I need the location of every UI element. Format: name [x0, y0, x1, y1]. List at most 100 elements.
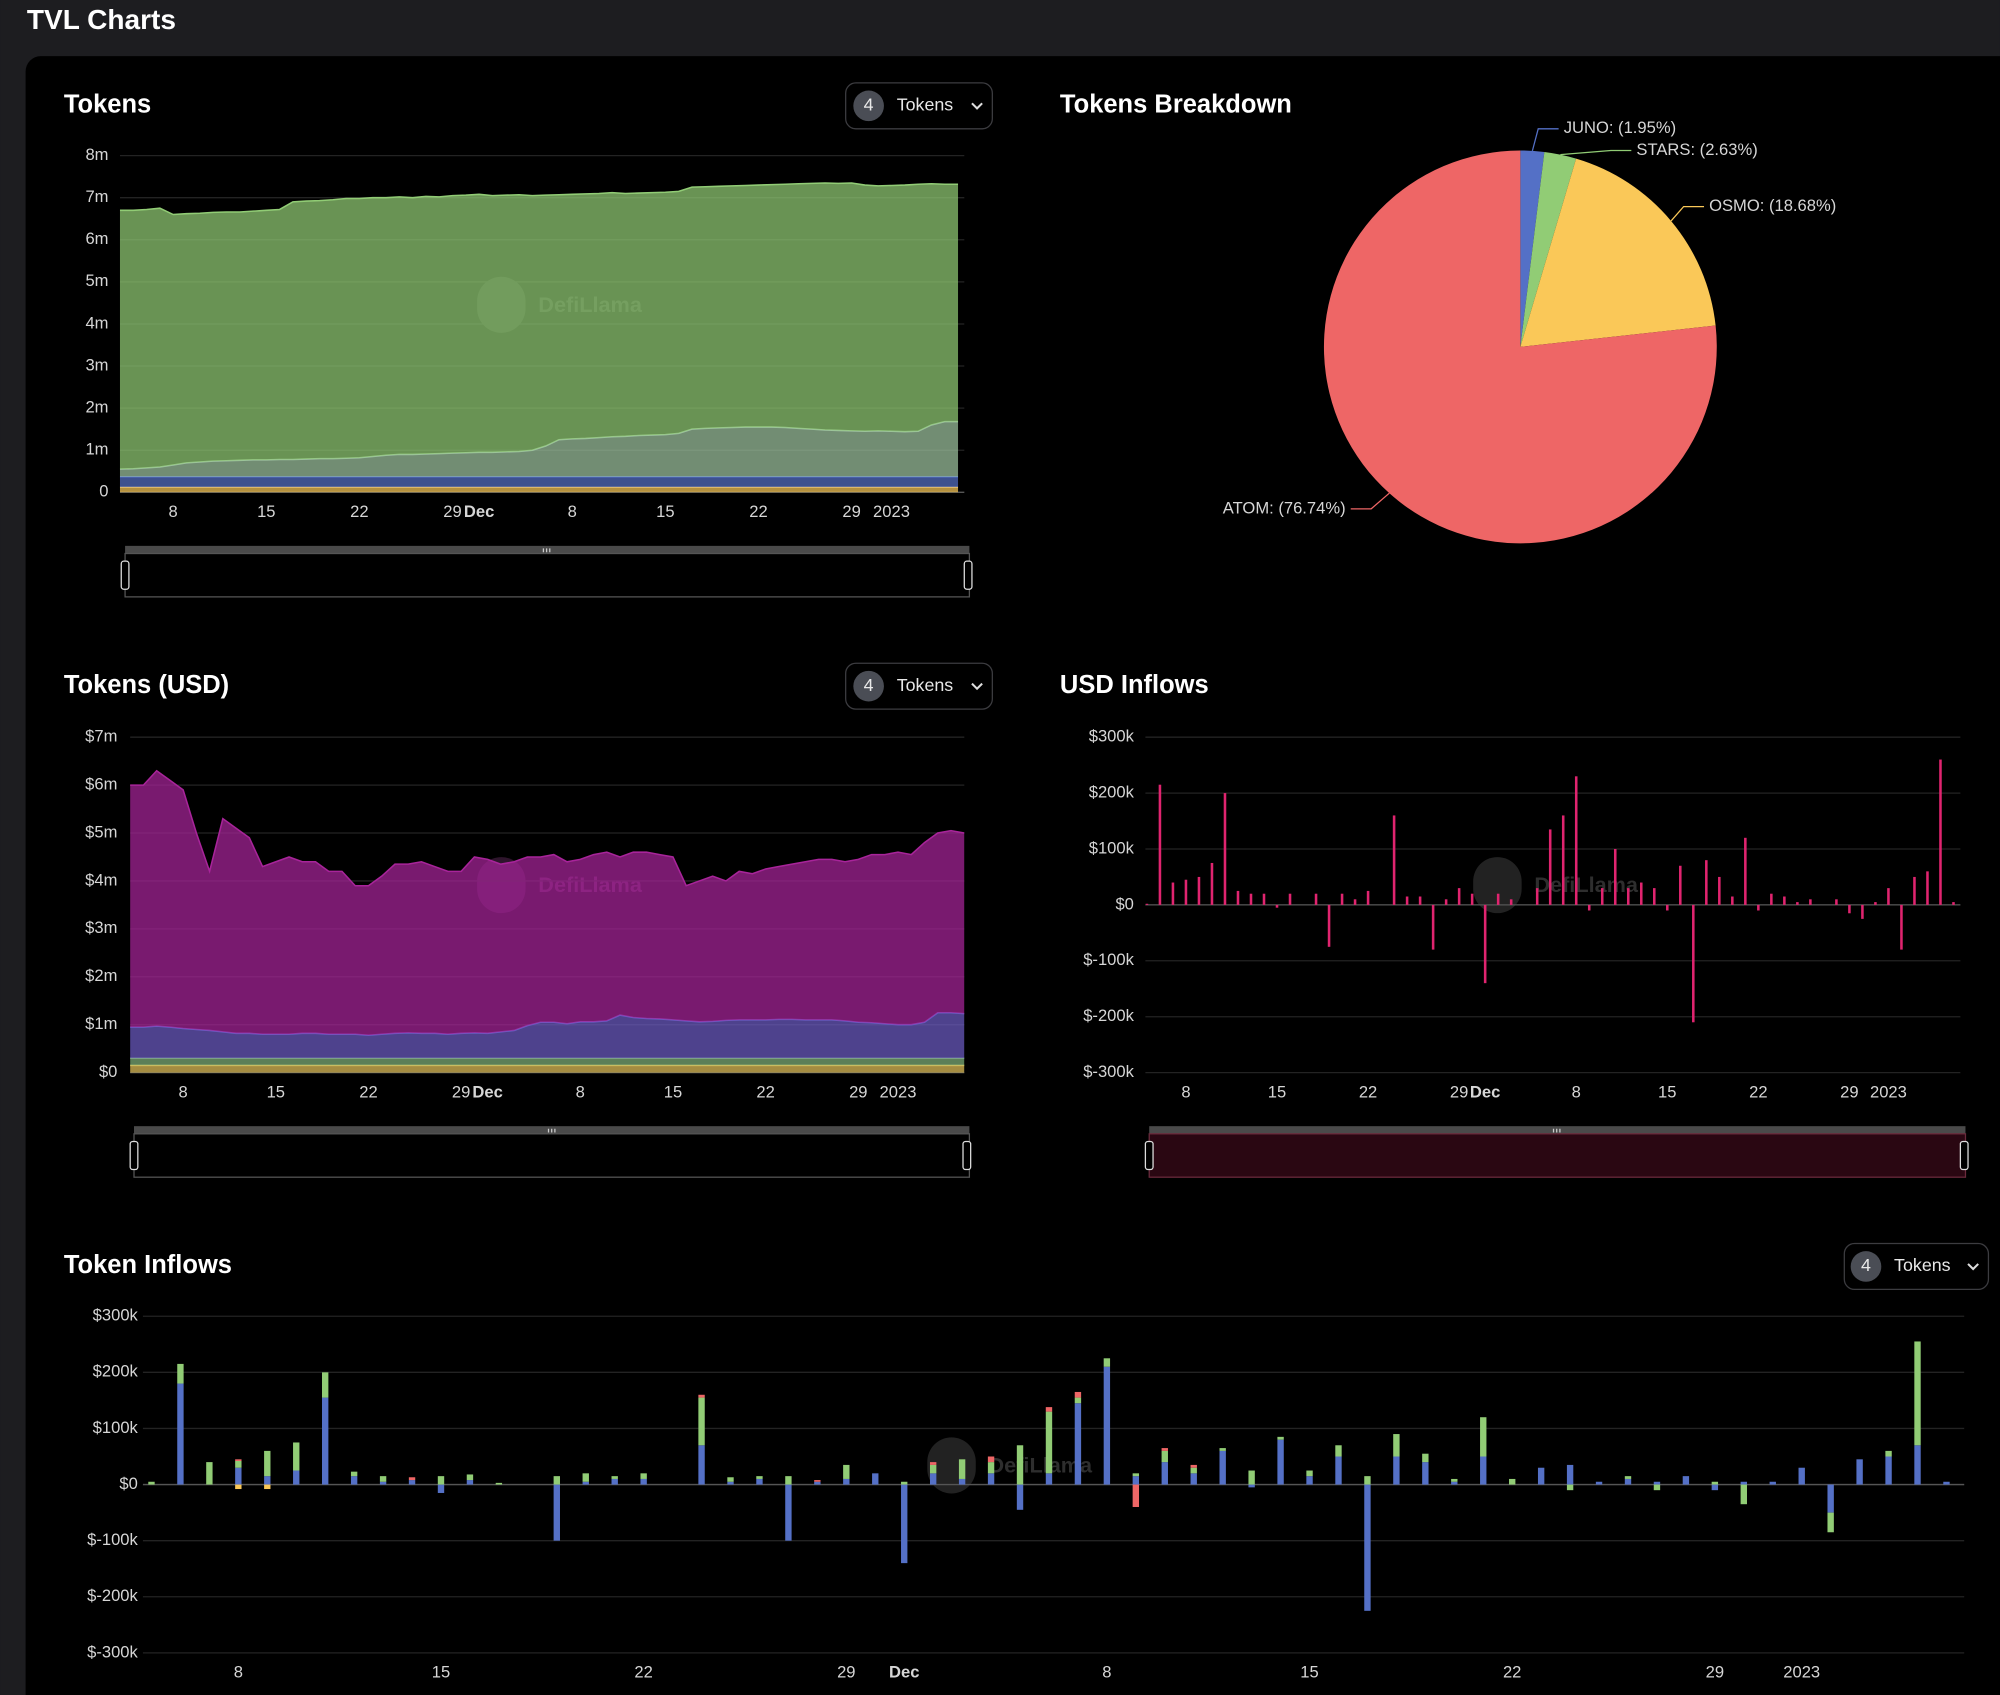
y-tick-label: $-200k [87, 1586, 138, 1605]
bar [1444, 899, 1448, 905]
x-tick-label: 8 [179, 1082, 188, 1101]
y-tick-label: $-300k [1083, 1062, 1134, 1081]
token-selector[interactable]: 4 Tokens [845, 662, 993, 710]
bar [1145, 903, 1149, 905]
count-badge [853, 90, 884, 122]
chart-title: Token Inflows [64, 1251, 232, 1279]
slider-handle[interactable] [1144, 1140, 1154, 1171]
bar [1705, 860, 1708, 905]
x-tick-label: 8 [568, 502, 577, 521]
range-slider[interactable] [120, 545, 973, 598]
bar-segment [1161, 1462, 1168, 1485]
bar [1861, 904, 1864, 919]
bar-segment [1711, 1481, 1719, 1485]
bar-segment [1248, 1470, 1255, 1485]
x-tick-label: Dec [472, 1082, 502, 1101]
bar-segment [1277, 1436, 1284, 1440]
bar-segment [1045, 1411, 1053, 1474]
bar-segment [235, 1459, 242, 1461]
bar-segment [408, 1480, 416, 1485]
bar-segment [1827, 1512, 1834, 1533]
bar-segment [293, 1470, 300, 1485]
y-tick-label: 0 [99, 482, 108, 501]
range-slider[interactable] [1144, 1126, 1969, 1178]
bar-segment [1653, 1481, 1661, 1485]
button-frame[interactable] [845, 662, 993, 710]
bar-segment [177, 1363, 184, 1384]
bar [1275, 904, 1279, 908]
bar [1731, 896, 1734, 905]
bar-segment [466, 1480, 474, 1485]
x-tick-label: 8 [1102, 1663, 1111, 1682]
bar-segment [1219, 1448, 1226, 1451]
range-slider[interactable] [129, 1126, 972, 1178]
slider-handle[interactable] [963, 560, 973, 590]
y-tick-label: $-100k [87, 1530, 138, 1549]
bar-segment [1885, 1450, 1892, 1457]
x-tick-label: 22 [749, 502, 767, 521]
bar-segment [437, 1476, 445, 1485]
leader-line [1350, 492, 1390, 510]
bar-segment [206, 1462, 213, 1485]
area [130, 1065, 965, 1073]
y-tick-label: $0 [119, 1474, 137, 1493]
count: 4 [1861, 1255, 1871, 1275]
leader-line [1531, 128, 1559, 152]
token-selector[interactable]: 4 Tokens [1843, 1242, 1990, 1291]
bar-segment [1103, 1366, 1111, 1485]
bar-segment [495, 1482, 503, 1485]
bar-segment [1480, 1417, 1487, 1457]
x-tick-label: 22 [359, 1082, 377, 1101]
bar [1783, 896, 1786, 905]
button-frame[interactable] [1843, 1242, 1990, 1291]
bar-segment [350, 1471, 358, 1477]
y-tick-label: 1m [85, 440, 108, 459]
bar [1913, 876, 1916, 905]
count: 4 [864, 675, 874, 695]
x-tick-label: 22 [1359, 1082, 1377, 1101]
button-frame[interactable] [845, 82, 993, 130]
bar-segment [698, 1445, 705, 1485]
bar-segment [1074, 1391, 1082, 1398]
bar-segment [1016, 1484, 1024, 1510]
bar-segment [1682, 1476, 1690, 1485]
bar [1952, 902, 1955, 905]
bar [1418, 896, 1422, 905]
bar [1874, 902, 1877, 905]
bar-segment [437, 1484, 445, 1493]
y-tick-label: $1m [85, 1014, 117, 1033]
y-tick-label: 8m [85, 145, 108, 164]
slider-handle[interactable] [1959, 1140, 1969, 1171]
bar-segment [1740, 1481, 1747, 1485]
bar-segment [1827, 1484, 1834, 1513]
bar-segment [901, 1481, 908, 1485]
slider-handle[interactable] [962, 1140, 972, 1171]
bar-segment [1219, 1450, 1226, 1485]
bar-segment [553, 1476, 560, 1485]
slider-handle[interactable] [120, 560, 130, 590]
bar-segment [264, 1450, 271, 1477]
x-tick-label: 22 [1503, 1663, 1521, 1682]
slider-handle[interactable] [129, 1140, 139, 1171]
bar [1757, 904, 1760, 911]
count-badge [1850, 1251, 1882, 1282]
bar-segment [1451, 1478, 1458, 1482]
y-tick-label: 6m [85, 229, 108, 248]
token-selector[interactable]: 4 Tokens [845, 82, 993, 130]
y-tick-label: $300k [1089, 727, 1135, 746]
area [119, 421, 959, 477]
y-tick-label: $200k [93, 1362, 139, 1381]
bar-segment [1451, 1481, 1458, 1485]
bar-segment [698, 1397, 705, 1446]
chevron [971, 682, 983, 691]
bar [1796, 902, 1799, 905]
y-tick-label: 2m [85, 398, 108, 417]
x-tick-label: 29 [849, 1082, 867, 1101]
x-tick-label: 29 [1450, 1082, 1468, 1101]
bar-segment [1248, 1484, 1255, 1488]
bar-segment [1711, 1484, 1719, 1491]
bar [1653, 888, 1656, 905]
bar-segment [322, 1397, 329, 1485]
bar-segment [1161, 1450, 1168, 1463]
